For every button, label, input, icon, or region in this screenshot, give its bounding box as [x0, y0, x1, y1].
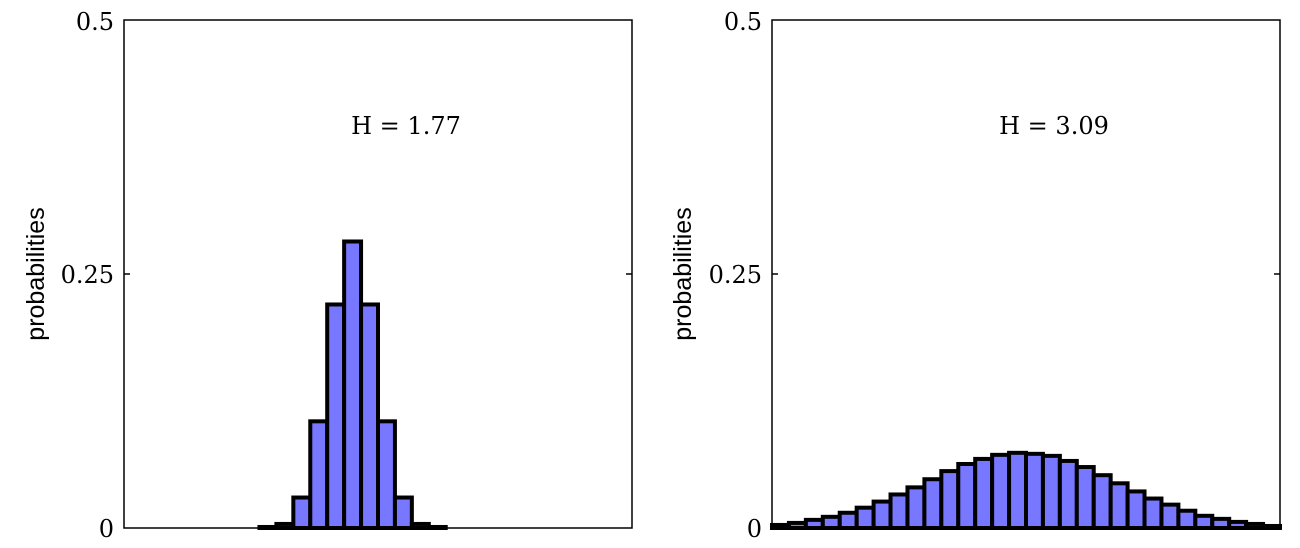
right-bar-14 — [1007, 450, 1029, 531]
right-bar-20 — [1108, 481, 1130, 530]
right-ytick-label-1: 0.25 — [709, 261, 762, 289]
right-bars — [770, 450, 1282, 531]
right-bar-29 — [1261, 523, 1282, 530]
left-entropy-annotation: H = 1.77 — [351, 112, 461, 140]
right-bar-17 — [1057, 458, 1079, 530]
right-bar-21 — [1125, 489, 1147, 531]
left-bar-12 — [325, 302, 347, 531]
right-bar-2 — [803, 517, 825, 530]
right-bar-19 — [1091, 473, 1113, 531]
left-bar-16 — [392, 495, 414, 530]
right-ytick-label-0: 0 — [747, 515, 762, 543]
left-bars — [257, 239, 448, 531]
left-bar-13 — [342, 239, 364, 531]
right-bar-24 — [1176, 508, 1198, 531]
left-ytick-label-2: 0.5 — [76, 8, 114, 36]
right-bar-7 — [888, 492, 910, 530]
right-bar-13 — [990, 452, 1012, 531]
left-bar-9 — [274, 521, 296, 531]
right-bar-9 — [922, 477, 944, 531]
right-panel: 0 0.25 0.5 probabilities H = 3.09 — [669, 8, 1282, 543]
right-entropy-annotation: H = 3.09 — [999, 112, 1109, 140]
right-y-axis-label: probabilities — [669, 207, 697, 340]
right-bar-15 — [1024, 451, 1045, 530]
right-bar-11 — [956, 461, 978, 530]
right-bar-27 — [1227, 519, 1249, 531]
right-bar-26 — [1210, 516, 1232, 530]
right-bar-5 — [854, 505, 876, 530]
left-y-axis-label: probabilities — [22, 207, 50, 340]
right-bar-16 — [1040, 453, 1062, 530]
left-bar-11 — [308, 419, 330, 531]
right-bar-10 — [939, 469, 961, 531]
right-bar-3 — [820, 514, 842, 531]
left-bar-10 — [291, 495, 313, 530]
left-ytick-label-1: 0.25 — [61, 261, 114, 289]
right-bar-12 — [973, 456, 995, 530]
right-bar-28 — [1244, 521, 1266, 531]
right-bar-18 — [1074, 465, 1096, 531]
right-bar-6 — [871, 499, 893, 530]
right-bar-1 — [786, 520, 808, 530]
left-panel: 0 0.25 0.5 probabilities H = 1.77 — [22, 8, 633, 543]
left-ytick-label-0: 0 — [99, 515, 114, 543]
right-bar-8 — [905, 485, 927, 530]
right-bar-0 — [770, 522, 791, 531]
left-bar-17 — [409, 521, 431, 531]
right-bar-4 — [837, 510, 859, 531]
left-bar-18 — [426, 524, 448, 530]
right-bar-25 — [1193, 513, 1215, 530]
left-bar-15 — [376, 419, 397, 531]
right-bar-22 — [1142, 496, 1164, 531]
left-bar-8 — [257, 524, 279, 530]
right-bar-23 — [1159, 502, 1181, 531]
left-bar-14 — [359, 302, 381, 531]
right-ytick-label-2: 0.5 — [724, 8, 762, 36]
